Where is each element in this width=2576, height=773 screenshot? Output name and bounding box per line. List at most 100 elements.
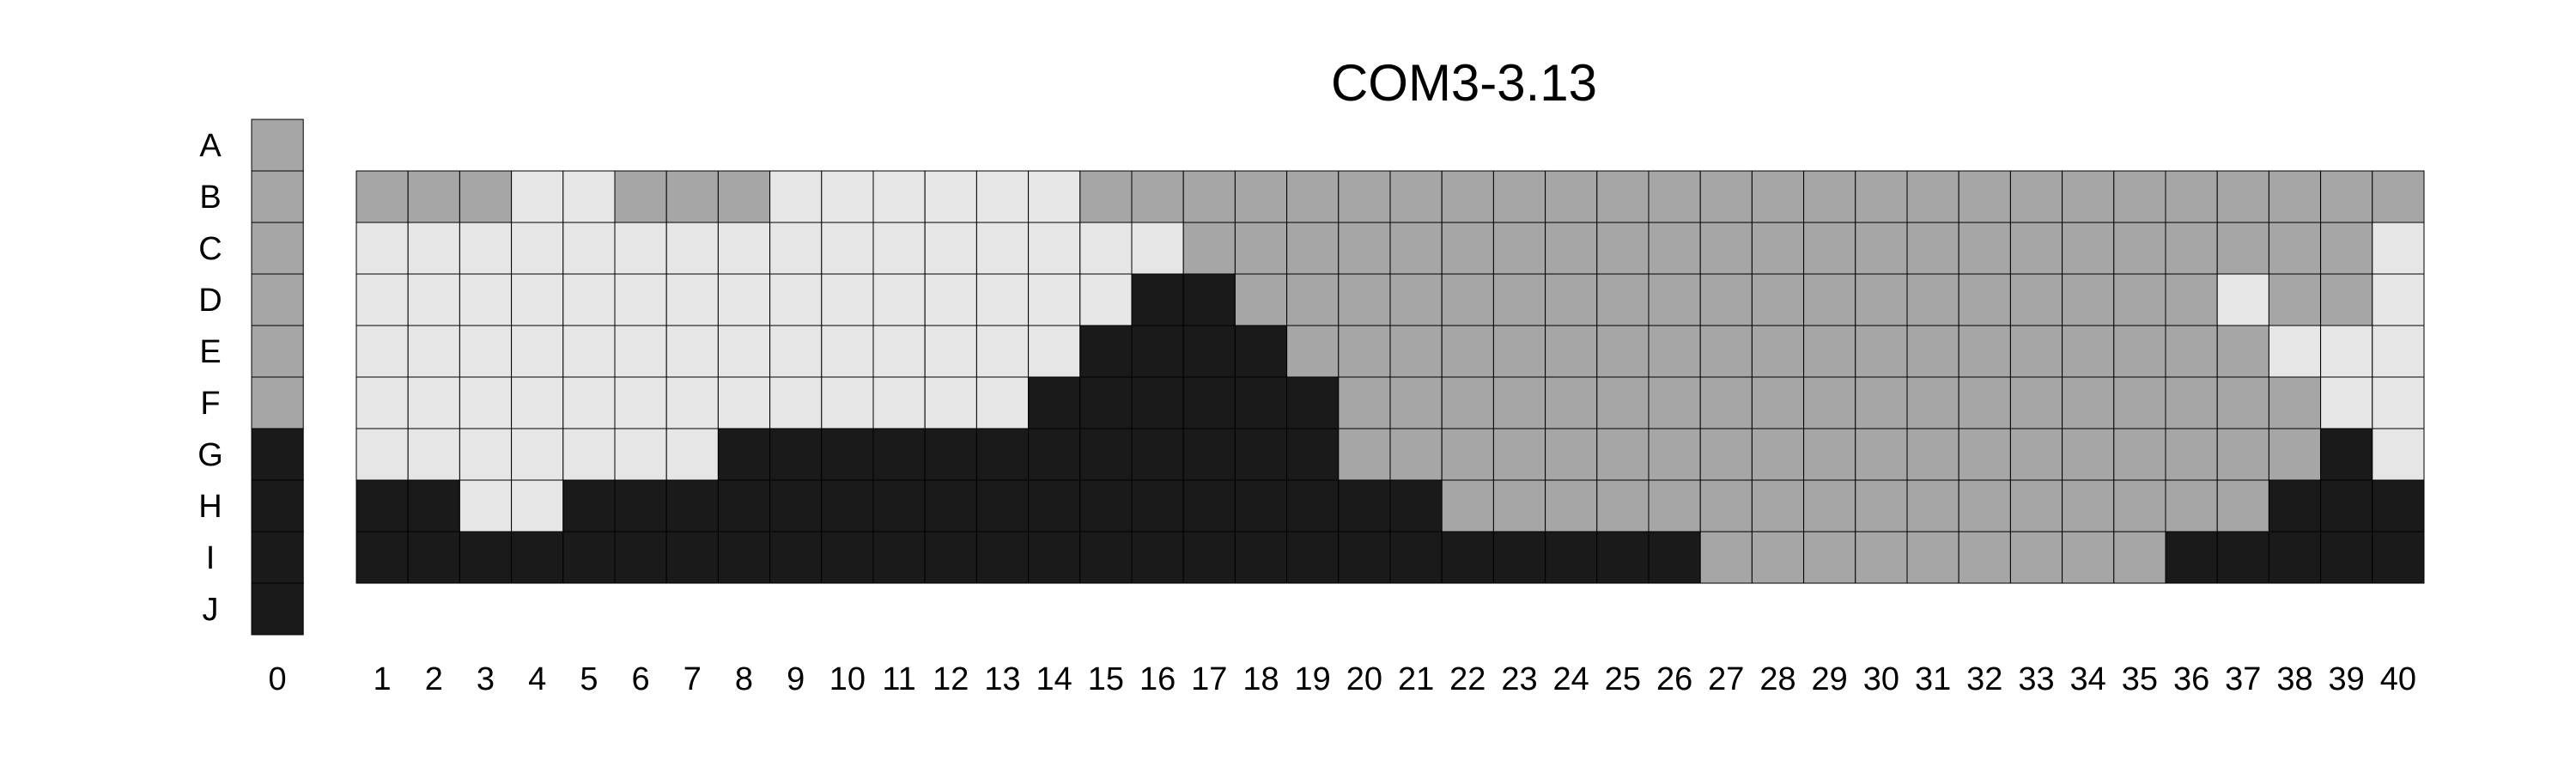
cell-f-26 xyxy=(1648,376,1701,429)
cell-h-23 xyxy=(1492,479,1546,533)
cell-b-39 xyxy=(2320,170,2373,223)
cell-g-26 xyxy=(1648,428,1701,481)
column-label-31: 31 xyxy=(1915,661,1951,697)
cell-h-18 xyxy=(1234,479,1288,533)
column-label-1: 1 xyxy=(374,661,392,697)
column-label-26: 26 xyxy=(1656,661,1692,697)
column-label-15: 15 xyxy=(1088,661,1124,697)
cell-h-20 xyxy=(1338,479,1391,533)
cell-b-27 xyxy=(1699,170,1753,223)
cell-b-6 xyxy=(614,170,667,223)
cell-e-24 xyxy=(1545,325,1598,378)
cell-e-12 xyxy=(924,325,977,378)
cell-d-1 xyxy=(355,273,409,326)
cell-c-34 xyxy=(2062,222,2115,275)
cell-b-7 xyxy=(665,170,719,223)
cell-c-40 xyxy=(2372,222,2425,275)
cell-d-15 xyxy=(1079,273,1133,326)
cell-b-21 xyxy=(1389,170,1443,223)
cell-e-13 xyxy=(975,325,1030,378)
cell-b-17 xyxy=(1182,170,1236,223)
cell-f-19 xyxy=(1286,376,1340,429)
column-labels: 0 1 2 3 4 5 6 7 8 9 10 11 12 13 14 15 16 17 18 19 20 21 22 23 24… xyxy=(269,661,2417,697)
cell-e-37 xyxy=(2216,325,2269,378)
cell-e-38 xyxy=(2268,325,2322,378)
column-label-17: 17 xyxy=(1191,661,1227,697)
row-label-h: H xyxy=(198,489,222,525)
cell-g-38 xyxy=(2268,428,2322,481)
cell-d-22 xyxy=(1441,273,1494,326)
cell-i-16 xyxy=(1131,531,1184,584)
cell-b-8 xyxy=(717,170,771,223)
cell-h-4 xyxy=(511,479,564,533)
cell-i-18 xyxy=(1234,531,1288,584)
cell-b-23 xyxy=(1492,170,1546,223)
cell-c-6 xyxy=(614,222,667,275)
cell-d-4 xyxy=(511,273,564,326)
cell-b-16 xyxy=(1131,170,1184,223)
cell-e-14 xyxy=(1028,325,1081,378)
column-label-4: 4 xyxy=(528,661,546,697)
cell-f-29 xyxy=(1803,376,1856,429)
cell-b-32 xyxy=(1958,170,2011,223)
cell-c-18 xyxy=(1234,222,1288,275)
reference-cell-j xyxy=(251,582,304,636)
cell-d-18 xyxy=(1234,273,1288,326)
cell-f-17 xyxy=(1182,376,1236,429)
cell-h-21 xyxy=(1389,479,1443,533)
cell-h-39 xyxy=(2320,479,2373,533)
cell-c-9 xyxy=(769,222,823,275)
cell-g-36 xyxy=(2165,428,2218,481)
cell-h-24 xyxy=(1545,479,1598,533)
reference-cell-a xyxy=(251,119,304,172)
cell-i-15 xyxy=(1079,531,1133,584)
cell-b-28 xyxy=(1751,170,1805,223)
cell-d-12 xyxy=(924,273,977,326)
row-label-j: J xyxy=(203,592,219,628)
cell-e-7 xyxy=(665,325,719,378)
cell-f-6 xyxy=(614,376,667,429)
cell-g-15 xyxy=(1079,428,1133,481)
cell-c-14 xyxy=(1028,222,1081,275)
cell-c-17 xyxy=(1182,222,1236,275)
cell-h-1 xyxy=(355,479,409,533)
cell-c-38 xyxy=(2268,222,2322,275)
cell-h-25 xyxy=(1596,479,1649,533)
reference-cell-i xyxy=(251,531,304,584)
cell-d-40 xyxy=(2372,273,2425,326)
cell-f-3 xyxy=(459,376,513,429)
cell-e-28 xyxy=(1751,325,1805,378)
cell-e-20 xyxy=(1338,325,1391,378)
cell-e-9 xyxy=(769,325,823,378)
cell-b-36 xyxy=(2165,170,2218,223)
column-label-10: 10 xyxy=(829,661,866,697)
cell-g-13 xyxy=(975,428,1030,481)
column-label-21: 21 xyxy=(1398,661,1434,697)
cell-d-2 xyxy=(407,273,460,326)
cell-b-15 xyxy=(1079,170,1133,223)
column-label-6: 6 xyxy=(632,661,650,697)
cell-e-11 xyxy=(872,325,926,378)
cell-f-2 xyxy=(407,376,460,429)
cell-g-3 xyxy=(459,428,513,481)
cell-i-40 xyxy=(2372,531,2425,584)
cell-g-29 xyxy=(1803,428,1856,481)
cell-h-2 xyxy=(407,479,460,533)
row-label-c: C xyxy=(198,231,222,267)
cell-b-5 xyxy=(562,170,616,223)
cell-h-34 xyxy=(2062,479,2115,533)
cell-f-18 xyxy=(1234,376,1288,429)
cell-d-24 xyxy=(1545,273,1598,326)
cell-i-14 xyxy=(1028,531,1081,584)
cell-d-7 xyxy=(665,273,719,326)
cell-e-1 xyxy=(355,325,409,378)
cell-h-5 xyxy=(562,479,616,533)
row-label-g: G xyxy=(197,437,223,473)
cell-b-37 xyxy=(2216,170,2269,223)
cell-h-30 xyxy=(1855,479,1908,533)
cell-g-16 xyxy=(1131,428,1184,481)
cell-h-27 xyxy=(1699,479,1753,533)
column-label-28: 28 xyxy=(1759,661,1795,697)
column-label-38: 38 xyxy=(2276,661,2312,697)
